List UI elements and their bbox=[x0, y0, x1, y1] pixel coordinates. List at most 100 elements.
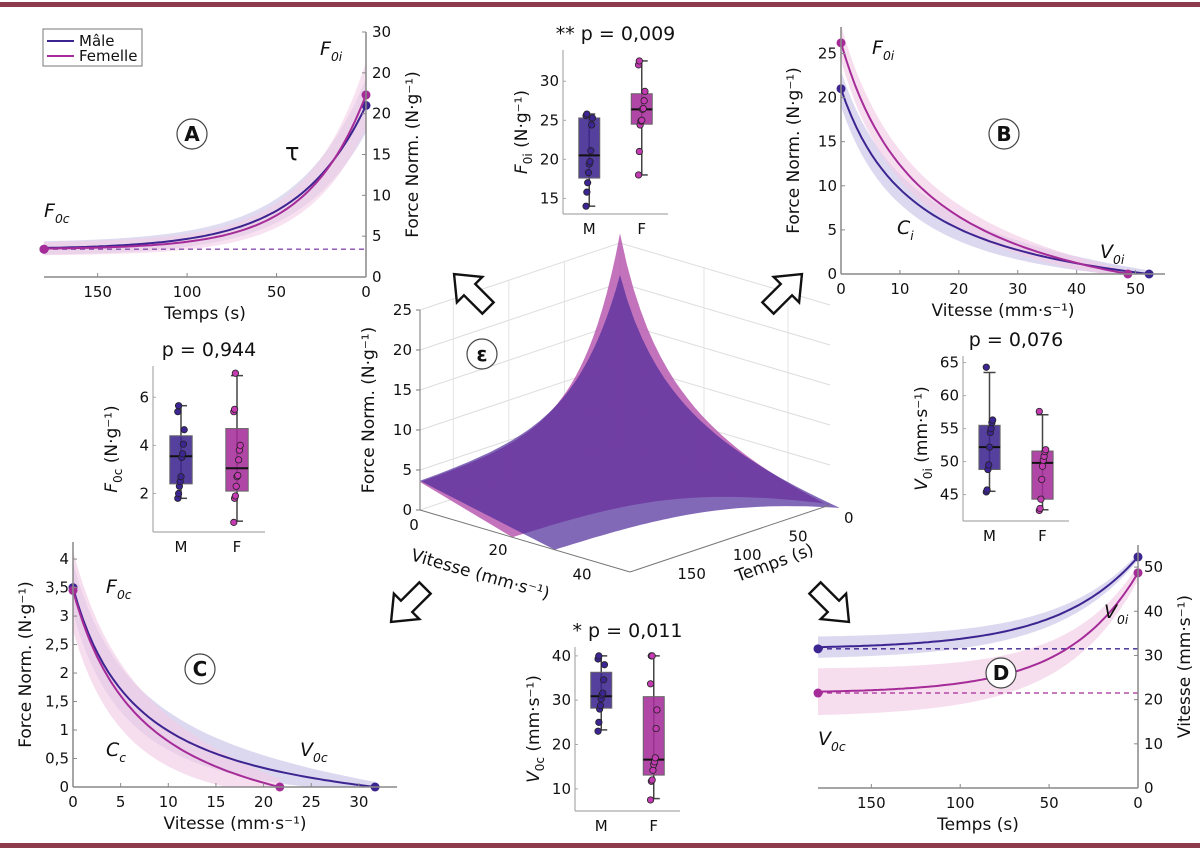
y-tick-label: 4 bbox=[139, 436, 149, 454]
data-point bbox=[985, 443, 994, 451]
x-tick-label: 0 bbox=[1133, 794, 1143, 812]
badge-label: C bbox=[193, 657, 208, 681]
y-tick-label: 15 bbox=[540, 189, 559, 207]
panel-badge-b: B bbox=[988, 118, 1020, 150]
data-point bbox=[584, 169, 593, 177]
y-tick-label: 150 bbox=[677, 565, 706, 583]
startpoint-marker bbox=[813, 644, 823, 654]
arrow-shape bbox=[807, 580, 851, 624]
arrow-to-panel-c bbox=[389, 580, 433, 624]
data-point bbox=[640, 97, 648, 105]
y-tick-label: 0 bbox=[1144, 779, 1154, 797]
data-point bbox=[1038, 475, 1046, 484]
y-tick-label: 55 bbox=[940, 420, 959, 438]
category-label: M bbox=[583, 220, 596, 238]
arrow-shape bbox=[389, 580, 433, 624]
legend-label: Femelle bbox=[79, 47, 137, 65]
y-axis-label: V0i (mm·s⁻¹) bbox=[912, 386, 935, 490]
y-tick-label: 50 bbox=[940, 453, 959, 471]
data-point bbox=[599, 689, 607, 697]
y-tick-label: 10 bbox=[818, 177, 837, 195]
arrow-shape bbox=[760, 272, 804, 316]
y-axis-label: V0c (mm·s⁻¹) bbox=[524, 675, 547, 783]
annotation-V0i: V0i bbox=[1104, 601, 1129, 627]
y-tick-label: 2 bbox=[59, 664, 69, 682]
data-point bbox=[649, 766, 657, 774]
data-point bbox=[179, 450, 187, 458]
y-tick-label: 10 bbox=[1144, 735, 1163, 753]
annotation-F0c: F0c bbox=[44, 200, 70, 226]
x-tick-label: 30 bbox=[349, 793, 368, 811]
x-tick-label: 0 bbox=[361, 283, 371, 301]
series-line-Femelle bbox=[840, 42, 1129, 275]
badge-circle bbox=[184, 653, 216, 685]
y-tick-label: 100 bbox=[733, 546, 762, 564]
panel-a-force-time: 150 100 50 00 5 10 15 20 20 30 Temps (s) Force Norm… bbox=[39, 23, 423, 324]
category-label: F bbox=[1038, 527, 1047, 545]
data-point bbox=[1035, 407, 1043, 416]
box-plot-title: p = 0,944 bbox=[162, 339, 256, 361]
data-point bbox=[588, 121, 596, 129]
data-point bbox=[985, 461, 993, 469]
y-tick-label: 1,5 bbox=[45, 693, 69, 711]
data-point bbox=[635, 57, 643, 65]
surface-male bbox=[420, 275, 840, 550]
x-axis-line bbox=[419, 509, 631, 573]
data-point bbox=[648, 652, 656, 660]
y-tick-label: 50 bbox=[1144, 558, 1163, 576]
data-point bbox=[583, 110, 591, 118]
x-tick-label: 50 bbox=[1040, 794, 1059, 812]
x-tick-label: 100 bbox=[173, 283, 202, 301]
data-point bbox=[175, 489, 183, 498]
confidence-band-Femelle bbox=[73, 550, 280, 787]
z-axis-label: Force Norm. (N·g⁻¹) bbox=[359, 327, 379, 494]
x-tick-label: 0 bbox=[836, 280, 846, 298]
data-point bbox=[653, 706, 661, 714]
y-tick-label: 40 bbox=[552, 647, 571, 665]
x-tick-label: 100 bbox=[946, 794, 975, 812]
y-axis-label: Force Norm. (N·g⁻¹) bbox=[403, 71, 423, 238]
data-point bbox=[595, 652, 603, 660]
startpoint-marker bbox=[813, 688, 823, 698]
badge-label: ε bbox=[476, 342, 487, 366]
box-plot-title: p = 0,076 bbox=[969, 329, 1063, 351]
arrow-to-panel-d bbox=[807, 580, 851, 624]
y-axis-line bbox=[629, 504, 831, 573]
data-point bbox=[230, 518, 238, 526]
annotation-V0c: V0c bbox=[818, 728, 846, 754]
annotation-Ci: Ci bbox=[897, 217, 914, 243]
badge-label: B bbox=[996, 122, 1011, 146]
arrow-to-panel-b bbox=[760, 272, 804, 316]
confidence-band-Femelle bbox=[44, 62, 366, 256]
x-tick-label: 0 bbox=[409, 516, 419, 534]
series-line-Femelle bbox=[43, 94, 367, 250]
y-axis-label: Vitesse (mm·s⁻¹) bbox=[1175, 595, 1195, 738]
z-tick-label: 25 bbox=[393, 301, 412, 319]
y-tick-label: 10 bbox=[372, 186, 391, 204]
series-line-Femelle bbox=[817, 572, 1139, 693]
box-plot-title: ** p = 0,009 bbox=[556, 23, 676, 45]
x-axis-label: Temps (s) bbox=[163, 304, 246, 324]
y-tick-label: 10 bbox=[552, 780, 571, 798]
legend-box bbox=[42, 28, 143, 67]
y-tick-label: 30 bbox=[540, 72, 559, 90]
box-plot-title: * p = 0,011 bbox=[573, 620, 683, 642]
data-point bbox=[651, 754, 659, 762]
x-tick-label: 25 bbox=[302, 793, 321, 811]
data-point bbox=[1038, 462, 1047, 470]
y-tick-label: 20 bbox=[818, 89, 837, 107]
y-tick-label: 5 bbox=[372, 227, 382, 245]
data-point bbox=[177, 473, 185, 481]
x-tick-label: 15 bbox=[206, 793, 225, 811]
panel-b-force-velocity-initial: 0 10 20 30 40 50 0 5 10 15 20 25 Vitesse (mm·s⁻¹) For… bbox=[784, 25, 1165, 321]
y-tick-label: 3,5 bbox=[45, 579, 69, 597]
y-tick-label: 60 bbox=[940, 387, 959, 405]
data-point bbox=[594, 727, 602, 735]
category-label: M bbox=[983, 527, 996, 545]
annotation-F0c: F0c bbox=[106, 576, 132, 602]
data-point bbox=[586, 158, 594, 166]
category-label: F bbox=[649, 817, 658, 835]
data-point bbox=[652, 724, 660, 733]
y-tick-label: 50 bbox=[788, 528, 807, 546]
